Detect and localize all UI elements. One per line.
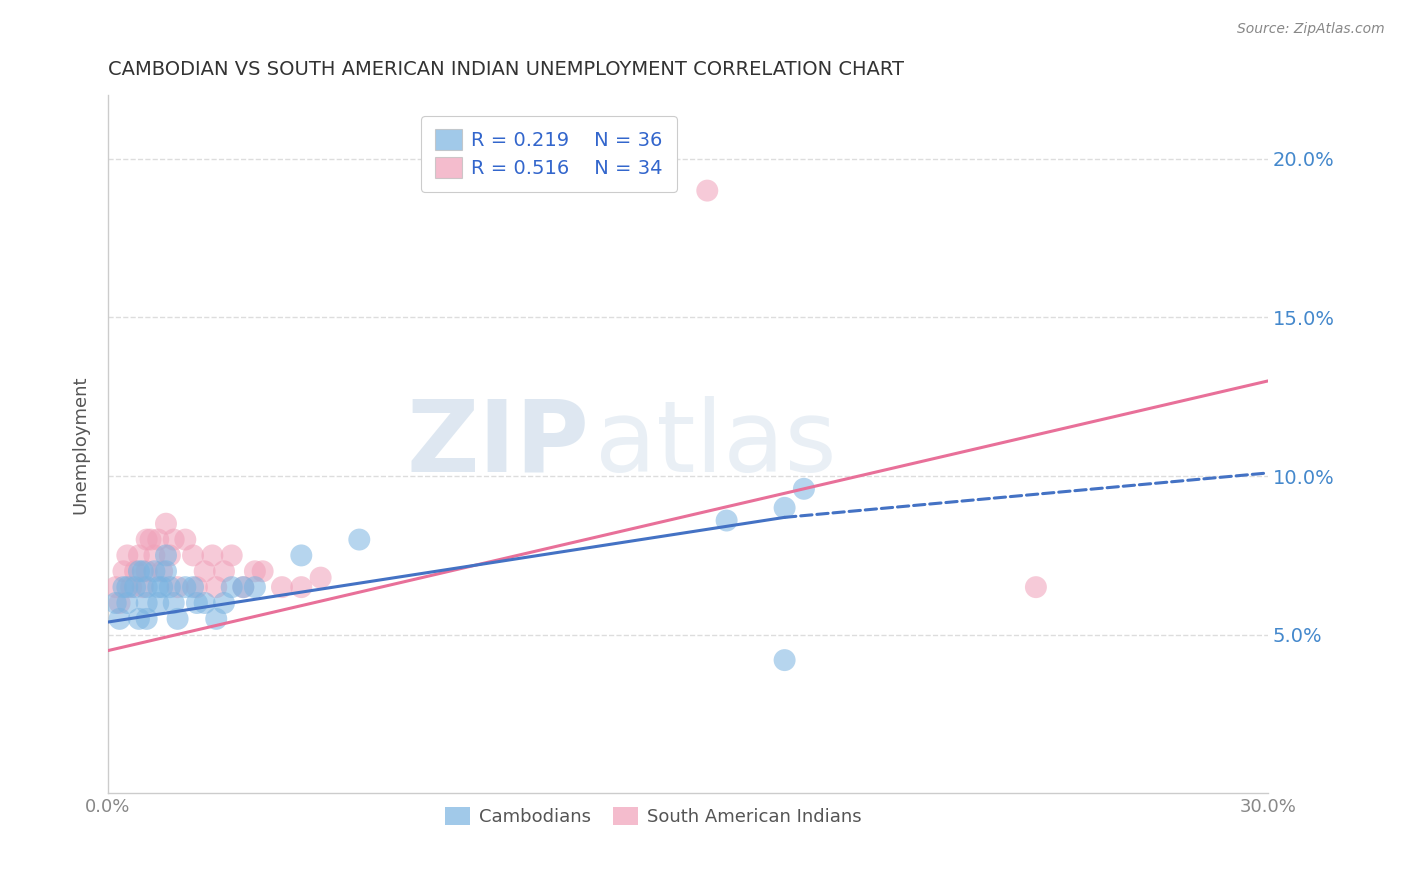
Point <box>155 549 177 563</box>
Point <box>290 580 312 594</box>
Point <box>117 596 139 610</box>
Text: ZIP: ZIP <box>406 396 589 493</box>
Point <box>773 653 796 667</box>
Point <box>148 580 170 594</box>
Point <box>120 580 142 594</box>
Point <box>128 549 150 563</box>
Point <box>112 580 135 594</box>
Point <box>194 564 217 578</box>
Point <box>1025 580 1047 594</box>
Point <box>174 533 197 547</box>
Point <box>117 580 139 594</box>
Point <box>117 549 139 563</box>
Point <box>181 580 204 594</box>
Point <box>252 564 274 578</box>
Point <box>159 549 181 563</box>
Point <box>148 596 170 610</box>
Point <box>124 580 146 594</box>
Point <box>148 533 170 547</box>
Point <box>128 612 150 626</box>
Text: atlas: atlas <box>595 396 837 493</box>
Point <box>166 612 188 626</box>
Point <box>205 612 228 626</box>
Point <box>696 184 718 198</box>
Point <box>243 564 266 578</box>
Point <box>716 514 738 528</box>
Point <box>309 571 332 585</box>
Point <box>124 564 146 578</box>
Point <box>181 549 204 563</box>
Point <box>163 533 186 547</box>
Point <box>155 564 177 578</box>
Point <box>150 564 173 578</box>
Point <box>132 580 155 594</box>
Point <box>221 549 243 563</box>
Point <box>163 596 186 610</box>
Point <box>143 564 166 578</box>
Y-axis label: Unemployment: Unemployment <box>72 376 89 514</box>
Point <box>349 533 371 547</box>
Point <box>159 580 181 594</box>
Point <box>212 596 235 610</box>
Point <box>232 580 254 594</box>
Point <box>132 564 155 578</box>
Point <box>135 596 157 610</box>
Point <box>212 564 235 578</box>
Point <box>194 596 217 610</box>
Point <box>221 580 243 594</box>
Point <box>104 580 127 594</box>
Point <box>201 549 224 563</box>
Point <box>186 580 208 594</box>
Point <box>243 580 266 594</box>
Point <box>773 500 796 515</box>
Point <box>135 580 157 594</box>
Point <box>104 596 127 610</box>
Point <box>143 549 166 563</box>
Point <box>135 564 157 578</box>
Text: CAMBODIAN VS SOUTH AMERICAN INDIAN UNEMPLOYMENT CORRELATION CHART: CAMBODIAN VS SOUTH AMERICAN INDIAN UNEMP… <box>108 60 904 78</box>
Point <box>271 580 294 594</box>
Point <box>128 564 150 578</box>
Point <box>232 580 254 594</box>
Point <box>135 612 157 626</box>
Point <box>205 580 228 594</box>
Point <box>166 580 188 594</box>
Point <box>112 564 135 578</box>
Legend: Cambodians, South American Indians: Cambodians, South American Indians <box>437 799 869 833</box>
Point <box>174 580 197 594</box>
Point <box>150 580 173 594</box>
Point <box>135 533 157 547</box>
Point <box>290 549 312 563</box>
Point <box>155 516 177 531</box>
Point <box>186 596 208 610</box>
Point <box>793 482 815 496</box>
Point <box>139 533 162 547</box>
Point <box>108 596 131 610</box>
Text: Source: ZipAtlas.com: Source: ZipAtlas.com <box>1237 22 1385 37</box>
Point <box>108 612 131 626</box>
